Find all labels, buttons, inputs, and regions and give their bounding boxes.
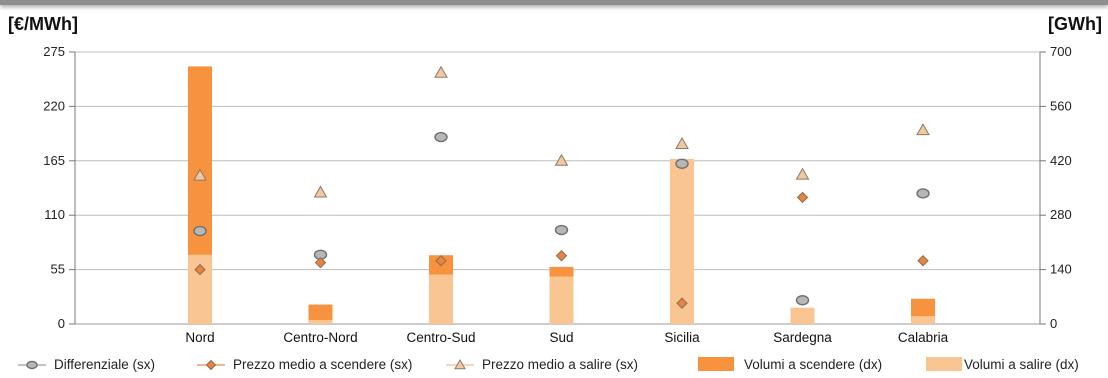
category-label: Sardegna [773, 330, 832, 345]
legend-swatch-volumi-a-salire [926, 357, 962, 371]
point-prezzo-medio-a-scendere [194, 263, 206, 276]
point-prezzo-medio-a-salire [916, 123, 930, 136]
point-prezzo-medio-a-scendere [917, 254, 929, 267]
legend-label-differenziale: Differenziale (sx) [54, 357, 155, 372]
point-differenziale [554, 224, 569, 236]
point-prezzo-medio-a-salire [434, 65, 448, 78]
right-axis-tick-label: 280 [1050, 207, 1072, 222]
right-axis-tick-label: 700 [1050, 44, 1072, 59]
category-label: Nord [185, 330, 214, 345]
left-axis-tick-label: 0 [58, 316, 65, 331]
legend-marker-prezzo-medio-a-salire [454, 358, 466, 370]
legend-label-volumi-a-scendere: Volumi a scendere (dx) [744, 357, 882, 372]
point-prezzo-medio-a-salire [554, 153, 569, 166]
right-axis-tick-label: 420 [1050, 153, 1072, 168]
left-axis-tick-label: 275 [43, 44, 65, 59]
left-axis-unit-label: [€/MWh] [8, 14, 78, 34]
left-axis-tick-label: 55 [51, 262, 65, 277]
top-shadow-bar [0, 0, 1108, 5]
point-differenziale [795, 295, 810, 306]
bar-volumi-a-salire [429, 274, 453, 324]
bar-volumi-a-scendere [308, 304, 333, 321]
right-axis-tick-label: 0 [1050, 316, 1057, 331]
point-prezzo-medio-a-salire [675, 136, 689, 149]
bar-volumi-a-salire [790, 307, 815, 324]
point-prezzo-medio-a-scendere [435, 254, 447, 267]
point-differenziale [916, 188, 930, 199]
category-label: Sicilia [664, 330, 700, 345]
category-label: Sud [549, 330, 573, 345]
right-axis-tick-label: 140 [1050, 262, 1072, 277]
point-prezzo-medio-a-scendere [676, 297, 688, 309]
left-axis-tick-label: 110 [44, 207, 65, 222]
category-label: Centro-Sud [406, 330, 475, 345]
legend-swatch-volumi-a-scendere [698, 357, 734, 371]
bar-volumi-a-salire [911, 316, 935, 324]
point-differenziale [193, 225, 207, 237]
left-axis-tick-label: 165 [43, 153, 65, 168]
point-prezzo-medio-a-salire [313, 185, 328, 198]
legend-label-prezzo-medio-a-scendere: Prezzo medio a scendere (sx) [233, 357, 412, 372]
point-differenziale [434, 131, 448, 143]
bar-volumi-a-salire [549, 276, 574, 324]
category-label: Centro-Nord [283, 330, 357, 345]
legend-label-prezzo-medio-a-salire: Prezzo medio a salire (sx) [482, 357, 638, 372]
bar-volumi-a-scendere [188, 66, 212, 255]
legend-marker-differenziale [26, 360, 38, 370]
legend-label-volumi-a-salire: Volumi a salire (dx) [964, 357, 1079, 372]
category-label: Calabria [898, 330, 949, 345]
bar-volumi-a-scendere [549, 266, 574, 277]
point-prezzo-medio-a-scendere [314, 256, 327, 269]
legend-marker-prezzo-medio-a-scendere [205, 359, 217, 371]
point-prezzo-medio-a-salire [795, 167, 810, 180]
right-axis-unit-label: [GWh] [1048, 14, 1102, 34]
bar-volumi-a-salire [670, 158, 694, 324]
point-prezzo-medio-a-scendere [555, 250, 568, 262]
bar-volumi-a-scendere [911, 298, 935, 317]
point-prezzo-medio-a-salire [193, 168, 207, 181]
point-differenziale [675, 158, 689, 169]
right-axis-tick-label: 560 [1050, 98, 1072, 113]
point-prezzo-medio-a-scendere [796, 191, 809, 204]
left-axis-tick-label: 220 [43, 98, 65, 113]
bar-volumi-a-salire [308, 320, 333, 324]
